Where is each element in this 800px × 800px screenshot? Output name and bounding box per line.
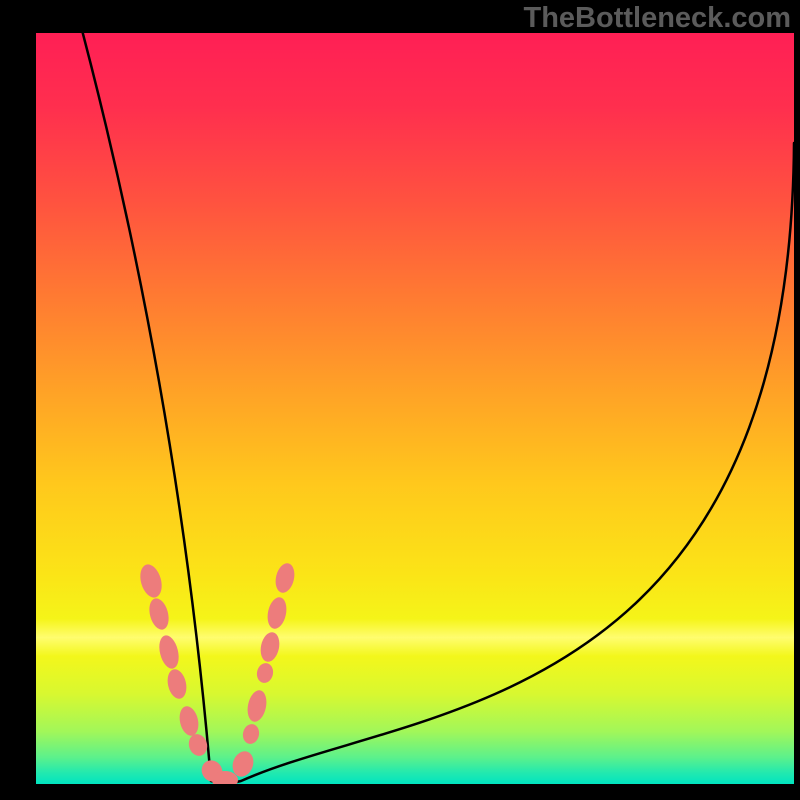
plot-frame <box>30 0 800 790</box>
watermark-text: TheBottleneck.com <box>524 2 792 35</box>
chart-root: TheBottleneck.com <box>0 0 800 800</box>
